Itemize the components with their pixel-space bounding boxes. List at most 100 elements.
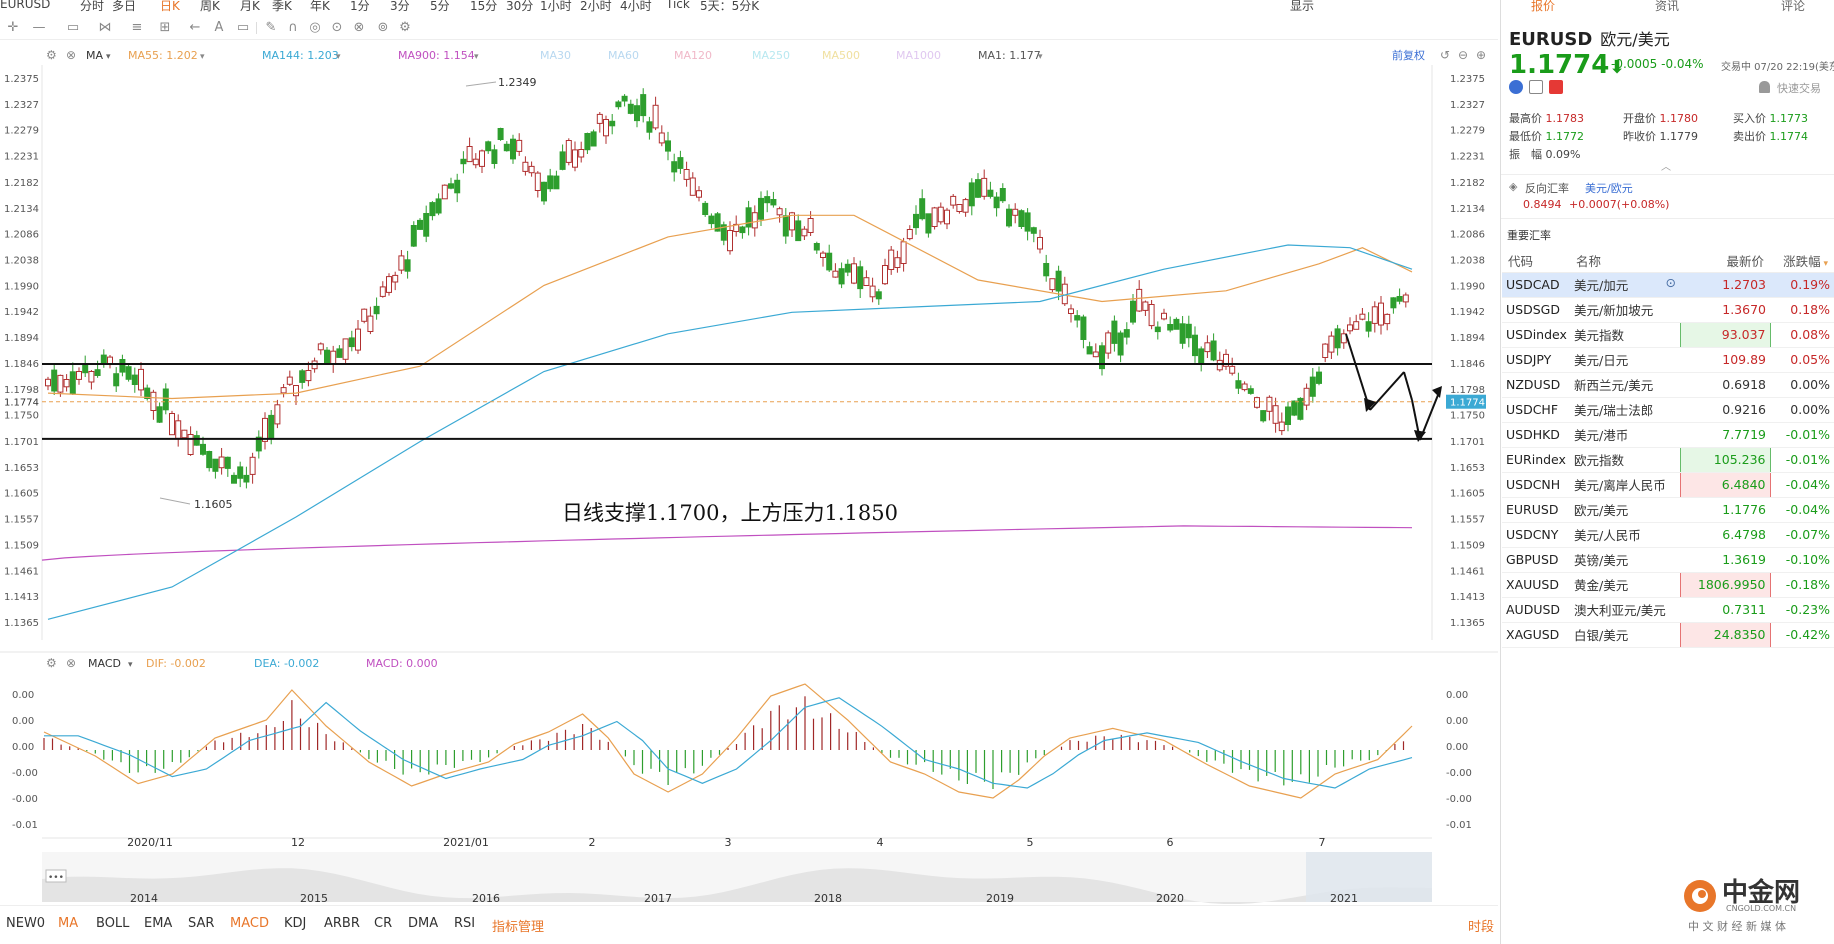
indicator-tab[interactable]: SAR: [188, 916, 215, 931]
period-button[interactable]: 时段: [1468, 920, 1495, 935]
watch-icon[interactable]: ⊙: [1665, 275, 1676, 290]
col-last[interactable]: 最新价: [1680, 250, 1770, 273]
rate-row[interactable]: AUDUSD 澳大利亚元/美元 0.7311 -0.23%: [1502, 597, 1834, 623]
doc-icon[interactable]: [1529, 80, 1543, 94]
rate-code: GBPUSD: [1502, 547, 1570, 573]
time-label: 12: [291, 836, 305, 849]
visibility-icon[interactable]: ⊚: [377, 20, 389, 35]
indicator-tab[interactable]: ARBR: [324, 916, 360, 931]
period-item[interactable]: 4小时: [620, 0, 652, 13]
panel-tab[interactable]: 评论: [1781, 0, 1806, 13]
indicator-tab[interactable]: CR: [374, 916, 393, 931]
globe-icon[interactable]: [1509, 80, 1523, 94]
col-name[interactable]: 名称: [1570, 250, 1680, 273]
rate-row[interactable]: USDCNY 美元/人民币 6.4798 -0.07%: [1502, 522, 1834, 548]
rate-row[interactable]: GBPUSD 英镑/美元 1.3619 -0.10%: [1502, 547, 1834, 573]
period-item[interactable]: 日K: [160, 0, 180, 13]
rate-row[interactable]: NZDUSD 新西兰元/美元 0.6918 0.00%: [1502, 372, 1834, 398]
rate-row[interactable]: USDHKD 美元/港币 7.7719 -0.01%: [1502, 422, 1834, 448]
comment-icon[interactable]: ▭: [236, 20, 250, 35]
rate-row[interactable]: USDCHF 美元/瑞士法郎 0.9216 0.00%: [1502, 397, 1834, 423]
candle: [739, 226, 746, 234]
quote-panel: 报价 资讯 评论 EURUSD 欧元/美元 1.1774⬇ -0.0005 -0.04…: [1500, 0, 1834, 944]
indicator-tab[interactable]: NEW0: [6, 916, 46, 931]
period-item[interactable]: Tick: [666, 0, 690, 11]
rate-row[interactable]: USDJPY 美元/日元 109.89 0.05%: [1502, 347, 1834, 373]
overview-window[interactable]: [1306, 852, 1432, 902]
period-item[interactable]: 5分: [430, 0, 450, 13]
indicator-tab[interactable]: DMA: [408, 916, 439, 931]
rate-row[interactable]: USDCAD 美元/加元 ⊙ 1.2703 0.19%: [1502, 272, 1834, 298]
candle: [584, 133, 591, 151]
period-item[interactable]: 年K: [310, 0, 330, 13]
panel-tab[interactable]: 报价: [1531, 0, 1556, 13]
channel-tool-icon[interactable]: ≡: [131, 20, 143, 35]
rate-row[interactable]: USDSGD 美元/新加坡元 1.3670 0.18%: [1502, 297, 1834, 323]
rate-row[interactable]: XAGUSD 白银/美元 24.8350 -0.42%: [1502, 621, 1834, 648]
period-item[interactable]: 多日: [112, 0, 137, 13]
period-item[interactable]: 分时: [80, 0, 105, 13]
indicator-tab[interactable]: MACD: [230, 916, 269, 931]
lock-icon[interactable]: ⊙: [331, 20, 343, 35]
price-tick-right: 1.1701: [1450, 437, 1485, 448]
rate-row[interactable]: EURindex 欧元指数 105.236 -0.01%: [1502, 446, 1834, 473]
chevron-down-icon: ▾: [106, 52, 111, 62]
reverse-pair[interactable]: 美元/欧元: [1585, 182, 1633, 195]
candle: [441, 184, 448, 200]
candle: [813, 243, 820, 251]
period-item[interactable]: 周K: [200, 0, 220, 13]
panel-tab[interactable]: 资讯: [1655, 0, 1680, 13]
candle: [894, 257, 901, 269]
rate-row[interactable]: EURUSD 欧元/美元 1.1776 -0.04%: [1502, 497, 1834, 523]
period-item[interactable]: 2小时: [580, 0, 612, 13]
line-tool-icon[interactable]: —: [32, 20, 46, 35]
period-item[interactable]: 1小时: [540, 0, 572, 13]
collapse-icon[interactable]: ︿: [1661, 162, 1671, 173]
text-tool-icon[interactable]: A: [214, 20, 224, 35]
indicator-tab[interactable]: EMA: [144, 916, 173, 931]
pencil-icon[interactable]: ✎: [265, 20, 277, 35]
favorite-icon[interactable]: [1549, 80, 1563, 94]
rate-row[interactable]: USDCNH 美元/离岸人民币 6.4840 -0.04%: [1502, 471, 1834, 498]
back-icon[interactable]: ←: [189, 20, 201, 35]
display-menu[interactable]: 显示: [1290, 0, 1315, 13]
price-tick-right: 1.2086: [1450, 230, 1485, 241]
period-item[interactable]: EURUSD: [0, 0, 51, 11]
rect-tool-icon[interactable]: ▭: [66, 20, 80, 35]
chevron-down-icon: ▾: [1038, 52, 1043, 62]
period-item[interactable]: 5天：5分K: [700, 0, 760, 13]
magnet-icon[interactable]: ∩: [288, 20, 298, 35]
time-label: 5: [1027, 836, 1034, 849]
rate-row[interactable]: USDindex 美元指数 93.037 0.08%: [1502, 321, 1834, 348]
bell-icon[interactable]: [1759, 81, 1770, 93]
trash-icon[interactable]: ⊗: [353, 20, 365, 35]
grid-tool-icon[interactable]: ⊞: [159, 20, 171, 35]
candle: [417, 219, 423, 230]
candle: [1018, 210, 1025, 227]
period-item[interactable]: 月K: [240, 0, 260, 13]
fib-tool-icon[interactable]: ⋈: [98, 20, 112, 35]
settings-icon[interactable]: ⚙: [399, 20, 411, 35]
indicator-tab[interactable]: KDJ: [284, 916, 307, 931]
col-code[interactable]: 代码: [1502, 250, 1570, 273]
period-item[interactable]: 3分: [390, 0, 410, 13]
col-pct[interactable]: 涨跌幅 ▾: [1770, 250, 1834, 273]
crosshair-icon[interactable]: ✛: [7, 20, 19, 35]
period-item[interactable]: 30分: [506, 0, 534, 13]
rate-last: 6.4840: [1679, 471, 1771, 498]
eye-icon[interactable]: ◎: [309, 20, 321, 35]
price-tag-bg: [0, 394, 40, 409]
indicator-tab[interactable]: 指标管理: [492, 920, 545, 935]
chart-area[interactable]: ⚙ ⊗ MA ▾ MA55: 1.202 MA144: 1.203 MA900: 1.154…: [0, 0, 1498, 904]
overview-handle[interactable]: [45, 869, 67, 883]
period-item[interactable]: 1分: [350, 0, 370, 13]
period-item[interactable]: 15分: [470, 0, 498, 13]
macd-tick-left: -0.00: [12, 768, 38, 779]
fast-trade-button[interactable]: 快速交易: [1777, 82, 1821, 95]
panel-tabs: 报价 资讯 评论: [1501, 0, 1834, 14]
indicator-tab[interactable]: BOLL: [96, 916, 130, 931]
indicator-tab[interactable]: MA: [58, 916, 79, 931]
rate-row[interactable]: XAUUSD 黄金/美元 1806.9950 -0.18%: [1502, 571, 1834, 598]
indicator-tab[interactable]: RSI: [454, 916, 476, 931]
period-item[interactable]: 季K: [272, 0, 292, 13]
